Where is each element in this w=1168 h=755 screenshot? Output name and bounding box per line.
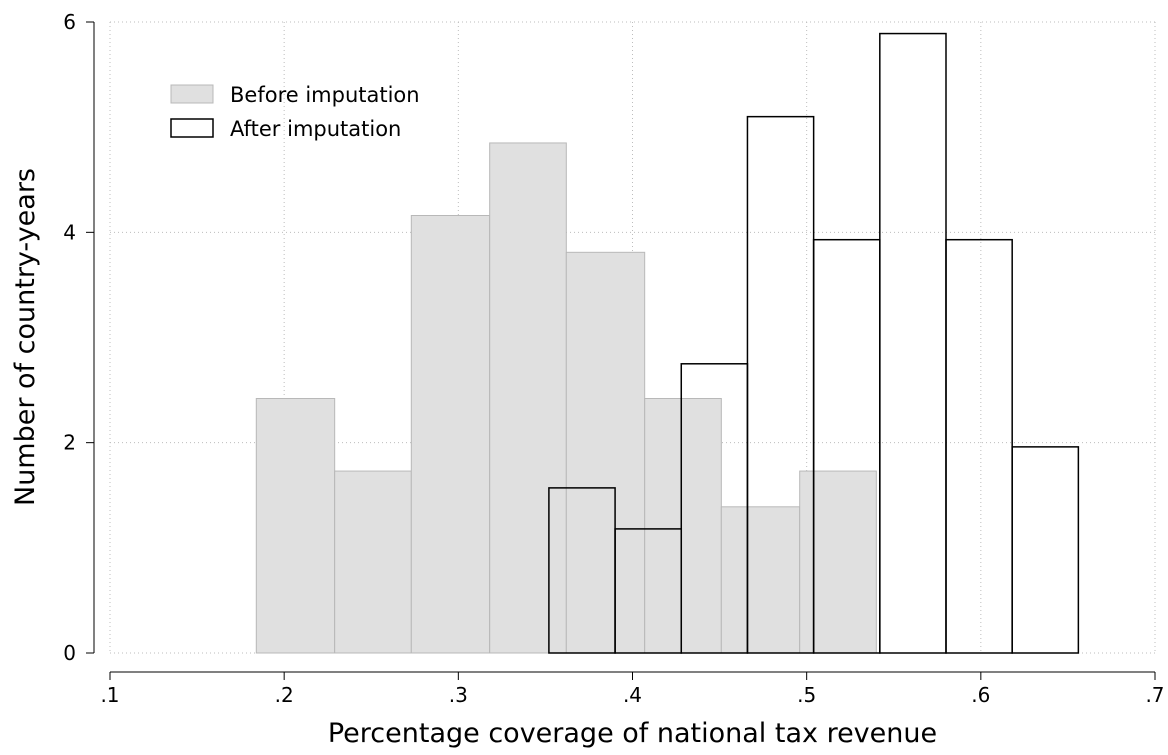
legend-label-before-imputation: Before imputation [230, 83, 420, 107]
bar-before-imputation [334, 470, 412, 654]
x-tick-label: .4 [623, 683, 642, 707]
bar-before-imputation [644, 397, 722, 654]
bar-after-imputation [879, 32, 947, 654]
y-tick-label: 4 [63, 220, 76, 244]
x-tick-label: .6 [971, 683, 990, 707]
legend-swatch-before-imputation [170, 84, 214, 104]
legend-swatch-after-imputation [170, 118, 214, 138]
x-axis-ticks: .1 .2 .3 .4 .5 .6 .7 [100, 672, 1165, 707]
bar-before-imputation [799, 470, 877, 654]
y-tick-label: 6 [63, 10, 76, 34]
y-tick-label: 2 [63, 431, 76, 455]
y-axis-title: Number of country-years [10, 168, 41, 506]
x-tick-label: .5 [797, 683, 816, 707]
bar-before-imputation [489, 142, 567, 654]
bar-before-imputation [410, 215, 491, 654]
x-tick-label: .7 [1145, 683, 1164, 707]
series-before-imputation [255, 142, 877, 654]
x-tick-label: .3 [449, 683, 468, 707]
bar-before-imputation [255, 397, 336, 654]
series-after-imputation [548, 32, 1080, 654]
bar-before-imputation [720, 506, 801, 654]
x-axis-title: Percentage coverage of national tax reve… [328, 718, 937, 749]
x-tick-label: .1 [100, 683, 119, 707]
legend-label-after-imputation: After imputation [230, 117, 401, 141]
x-tick-label: .2 [275, 683, 294, 707]
bar-after-imputation [945, 238, 1013, 654]
y-axis-ticks: 0 2 4 6 [63, 10, 94, 665]
bar-before-imputation [565, 251, 646, 654]
bar-after-imputation [1011, 446, 1080, 654]
legend: Before imputation After imputation [170, 83, 420, 141]
y-tick-label: 0 [63, 641, 76, 665]
